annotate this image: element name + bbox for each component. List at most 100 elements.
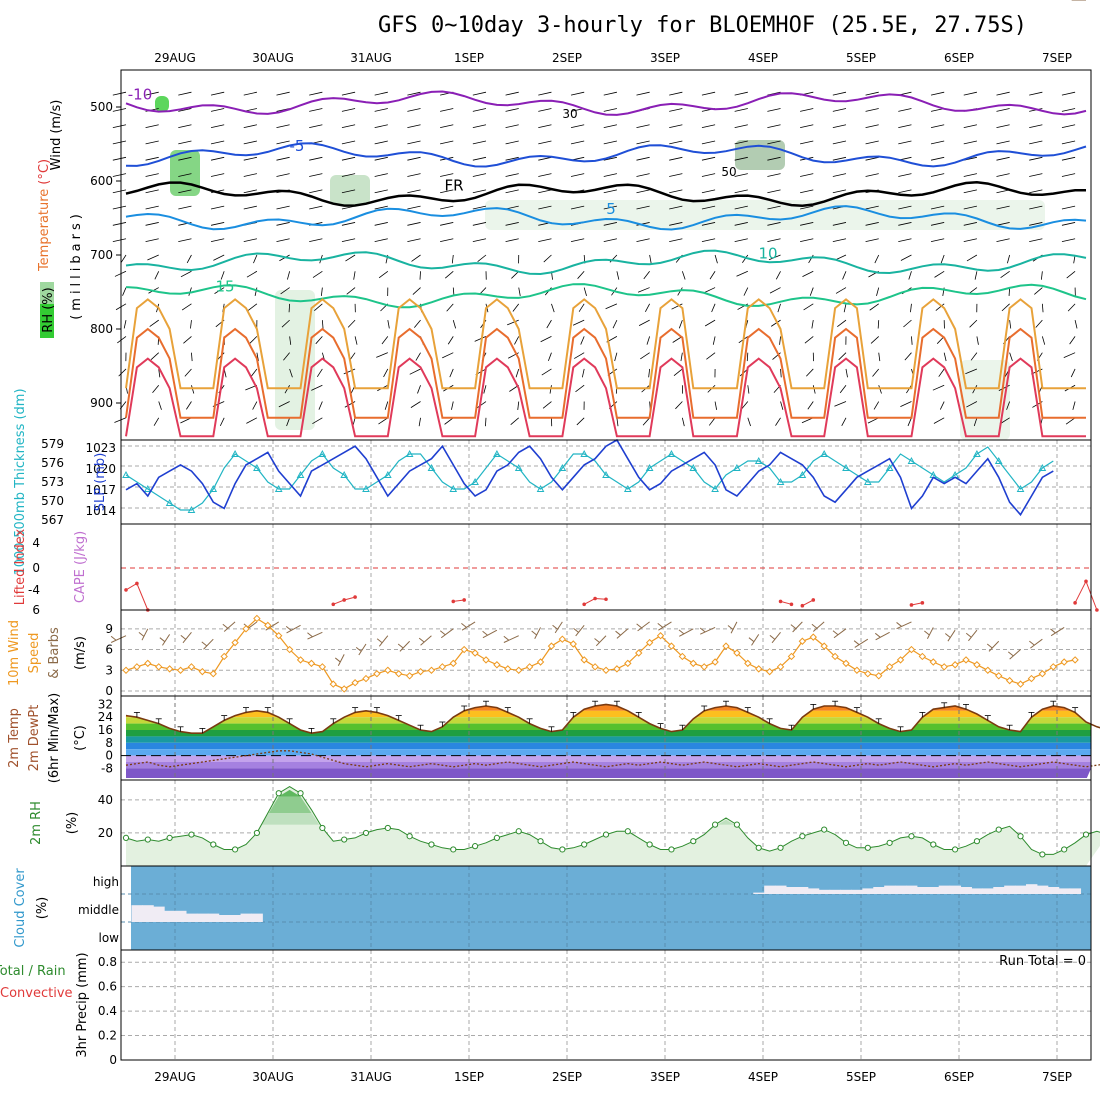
barb-462 bbox=[514, 336, 520, 345]
wind-marker-55 bbox=[722, 642, 730, 650]
barb-60 bbox=[112, 124, 127, 129]
li-point-3-0 bbox=[582, 602, 586, 607]
wind-marker-87 bbox=[1071, 656, 1079, 664]
rh-marker-82 bbox=[1017, 833, 1024, 840]
barb-441 bbox=[811, 320, 814, 329]
sfc-barb-40 bbox=[554, 621, 563, 634]
barb-127 bbox=[341, 156, 356, 161]
barb-539 bbox=[1070, 368, 1076, 378]
precip-axis-label: 3hr Precip (mm) bbox=[75, 952, 90, 1057]
barb-142 bbox=[832, 156, 847, 161]
barb-239 bbox=[1061, 205, 1076, 210]
barb-156 bbox=[309, 173, 323, 177]
barb-91 bbox=[145, 140, 159, 145]
wind-marker-18 bbox=[318, 663, 327, 671]
wind-marker-64 bbox=[820, 642, 828, 650]
barb-335 bbox=[287, 271, 291, 280]
barb-497 bbox=[680, 352, 683, 362]
sfc-barb-flag-32 bbox=[461, 623, 467, 628]
sfc-barb-flag-66 bbox=[832, 630, 839, 636]
sfc-barb-10 bbox=[223, 621, 236, 632]
sfc-barb-flag-42 bbox=[573, 628, 579, 633]
thickness-marker-0 bbox=[122, 470, 130, 478]
sfc-barb-flag-58 bbox=[748, 637, 755, 643]
cloud-middle-bar-1 bbox=[142, 905, 154, 922]
wind-tick-1: 6 bbox=[105, 643, 113, 657]
thickness-marker-44 bbox=[602, 470, 610, 478]
barb-512 bbox=[184, 368, 192, 377]
barb-76 bbox=[636, 124, 650, 129]
barb-514 bbox=[250, 368, 258, 377]
barb-30 bbox=[112, 108, 127, 112]
barb-417 bbox=[1001, 303, 1010, 312]
barb-345 bbox=[616, 271, 620, 280]
barb-518 bbox=[383, 368, 389, 378]
barb-40 bbox=[440, 108, 454, 112]
barb-149 bbox=[1061, 156, 1076, 161]
barb-502 bbox=[838, 352, 847, 361]
barb-349 bbox=[736, 270, 748, 277]
barb-359 bbox=[1066, 270, 1076, 279]
barb-576 bbox=[318, 401, 323, 410]
rh-marker-62 bbox=[799, 833, 806, 840]
barb-271 bbox=[145, 238, 159, 242]
precip-legend-convective: Convective bbox=[0, 986, 73, 1001]
li-point-6-1 bbox=[920, 601, 925, 605]
barb-629 bbox=[1065, 417, 1076, 425]
sfc-barb-flag-84 bbox=[1029, 640, 1035, 646]
barb-294 bbox=[898, 238, 912, 242]
barb-286 bbox=[636, 238, 650, 242]
sfc-barb-flag-46 bbox=[615, 630, 621, 636]
barb-458 bbox=[381, 336, 389, 345]
thickness-marker-72 bbox=[907, 456, 916, 464]
barb-65 bbox=[276, 124, 290, 129]
barb-231 bbox=[800, 205, 814, 210]
barb-265 bbox=[930, 222, 945, 226]
barb-284 bbox=[570, 238, 585, 242]
barb-94 bbox=[243, 140, 257, 145]
barb-484 bbox=[256, 352, 259, 362]
thickness-marker-2 bbox=[143, 484, 152, 492]
top-date-0: 29AUG bbox=[154, 51, 196, 65]
precip-frame bbox=[120, 949, 1092, 1061]
barb-88 bbox=[1029, 124, 1043, 129]
top-date-8: 6SEP bbox=[944, 51, 974, 65]
barb-221 bbox=[472, 205, 487, 210]
cloud-level-low: low bbox=[99, 931, 120, 945]
rh-marker-58 bbox=[755, 844, 762, 851]
rh-marker-60 bbox=[777, 844, 784, 851]
barb-614 bbox=[576, 417, 585, 426]
barb-561 bbox=[812, 385, 816, 394]
barb-118 bbox=[1029, 140, 1043, 145]
barb-8 bbox=[374, 91, 388, 96]
sfc-barb-44 bbox=[595, 635, 607, 647]
barb-121 bbox=[145, 156, 159, 161]
barb-264 bbox=[898, 222, 912, 226]
barb-199 bbox=[734, 189, 748, 194]
barb-456 bbox=[315, 336, 323, 345]
barb-485 bbox=[283, 352, 290, 361]
wind-marker-4 bbox=[165, 665, 174, 673]
rh-panel: 40 20 2m RH (%) bbox=[29, 779, 1100, 867]
rh-marker-68 bbox=[864, 844, 871, 851]
barb-45 bbox=[603, 108, 617, 112]
cloud-high-bar-22 bbox=[993, 887, 1005, 894]
thickness-marker-70 bbox=[885, 463, 894, 471]
temp-band-4 bbox=[126, 723, 1091, 730]
thickness-marker-34 bbox=[493, 449, 501, 457]
barb-577 bbox=[344, 401, 356, 408]
wind-marker-51 bbox=[678, 652, 687, 661]
rh-marker-48 bbox=[646, 841, 653, 848]
isotherm-5 bbox=[125, 283, 1087, 309]
cloud-high-bar-8 bbox=[840, 889, 852, 894]
slp-tick-1: 1020 bbox=[85, 462, 116, 476]
wind-marker-26 bbox=[405, 672, 414, 680]
sfc-barb-flag-50 bbox=[657, 623, 664, 628]
wind-marker-46 bbox=[624, 659, 632, 668]
barb-300 bbox=[120, 254, 127, 264]
top-date-9: 7SEP bbox=[1042, 51, 1072, 65]
rh-marker-28 bbox=[428, 841, 435, 848]
barb-611 bbox=[485, 417, 487, 427]
barb-66 bbox=[309, 124, 323, 129]
li-segment-4 bbox=[780, 600, 792, 605]
